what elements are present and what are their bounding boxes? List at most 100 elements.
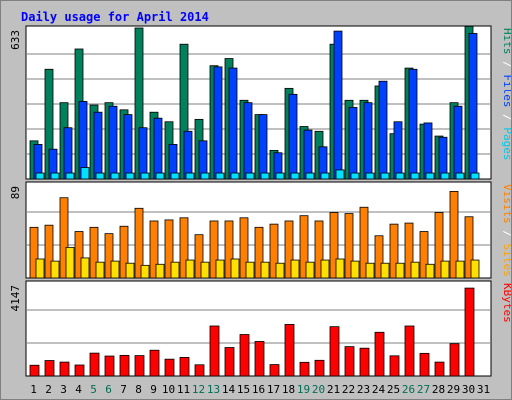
bar-hits-pages-1 xyxy=(35,172,45,180)
bar-visits-visits-25 xyxy=(389,223,399,279)
x-tick-label-20: 20 xyxy=(312,383,325,396)
x-tick-label-2: 2 xyxy=(45,383,52,396)
panel-hits: 633 Hits / Files / Pages xyxy=(9,25,511,180)
bar-kbytes-kbytes-11 xyxy=(179,356,190,377)
bar-hits-pages-2 xyxy=(50,172,60,180)
bar-kbytes-kbytes-20 xyxy=(314,359,325,377)
bar-visits-sites-1 xyxy=(35,258,45,279)
x-tick-label-4: 4 xyxy=(75,383,82,396)
x-tick-label-13: 13 xyxy=(207,383,220,396)
bar-kbytes-kbytes-13 xyxy=(209,325,220,377)
x-tick-label-15: 15 xyxy=(237,383,250,396)
bar-hits-pages-9 xyxy=(155,172,165,180)
x-tick-label-28: 28 xyxy=(432,383,445,396)
x-tick-label-23: 23 xyxy=(357,383,370,396)
bar-visits-sites-23 xyxy=(365,262,375,279)
bar-kbytes-kbytes-19 xyxy=(299,361,310,377)
bar-visits-sites-22 xyxy=(350,260,360,279)
bar-kbytes-kbytes-10 xyxy=(164,358,175,377)
bar-visits-visits-26 xyxy=(404,222,414,279)
legend-entry-sites: Sites xyxy=(501,244,511,277)
bar-hits-files-5 xyxy=(93,111,103,180)
bar-visits-visits-29 xyxy=(449,190,459,279)
x-tick-label-22: 22 xyxy=(342,383,355,396)
bar-hits-pages-8 xyxy=(140,172,150,180)
bar-visits-visits-17 xyxy=(269,223,279,279)
bar-visits-visits-15 xyxy=(239,217,249,279)
legend-visits: Visits / Sites xyxy=(501,184,511,277)
x-tick-label-19: 19 xyxy=(297,383,310,396)
bar-visits-visits-24 xyxy=(374,235,384,279)
y-max-label-visits: 89 xyxy=(9,186,22,199)
bar-visits-sites-29 xyxy=(455,260,465,279)
bar-visits-visits-10 xyxy=(164,219,174,279)
bar-hits-pages-16 xyxy=(260,172,270,180)
bar-visits-visits-16 xyxy=(254,226,264,279)
bar-hits-pages-28 xyxy=(440,172,450,180)
bar-visits-sites-16 xyxy=(260,261,270,279)
bar-kbytes-kbytes-16 xyxy=(254,341,265,377)
bar-visits-visits-7 xyxy=(119,225,129,279)
bar-hits-pages-23 xyxy=(365,172,375,180)
legend-separator: / xyxy=(501,108,511,128)
bar-visits-visits-1 xyxy=(29,226,39,279)
bar-kbytes-kbytes-24 xyxy=(374,331,385,377)
bar-hits-pages-26 xyxy=(410,172,420,180)
panel-kbytes: 4147 KBytes xyxy=(9,280,511,377)
bar-hits-files-14 xyxy=(228,67,238,180)
legend-entry-hits: Hits xyxy=(501,28,511,55)
bar-visits-visits-14 xyxy=(224,220,234,279)
bar-kbytes-kbytes-23 xyxy=(359,347,370,377)
bar-hits-files-13 xyxy=(213,66,223,180)
bar-kbytes-kbytes-6 xyxy=(104,355,115,377)
bar-hits-files-8 xyxy=(138,127,148,180)
bar-visits-sites-6 xyxy=(110,260,120,279)
bar-visits-visits-22 xyxy=(344,213,354,279)
bar-hits-pages-18 xyxy=(290,172,300,180)
bar-visits-visits-9 xyxy=(149,220,159,279)
bar-hits-files-30 xyxy=(468,33,478,180)
bar-visits-sites-27 xyxy=(425,263,435,279)
bar-hits-files-18 xyxy=(288,93,298,180)
bar-visits-visits-11 xyxy=(179,217,189,279)
bar-hits-pages-14 xyxy=(230,172,240,180)
bar-hits-files-25 xyxy=(393,121,403,180)
x-tick-label-9: 9 xyxy=(150,383,157,396)
bar-visits-visits-19 xyxy=(299,215,309,279)
bar-hits-pages-3 xyxy=(65,172,75,180)
bar-visits-sites-18 xyxy=(290,259,300,279)
bar-hits-pages-13 xyxy=(215,172,225,180)
legend-entry-visits: Visits xyxy=(501,184,511,224)
bar-visits-sites-17 xyxy=(275,262,285,279)
bar-visits-visits-13 xyxy=(209,220,219,279)
bar-kbytes-kbytes-29 xyxy=(449,343,460,377)
bar-hits-pages-11 xyxy=(185,172,195,180)
bar-visits-sites-7 xyxy=(125,262,135,279)
bar-visits-sites-26 xyxy=(410,261,420,279)
x-tick-label-6: 6 xyxy=(105,383,112,396)
bar-visits-sites-25 xyxy=(395,262,405,279)
bar-kbytes-kbytes-28 xyxy=(434,361,445,377)
bar-visits-visits-8 xyxy=(134,207,144,279)
x-tick-label-18: 18 xyxy=(282,383,295,396)
bar-hits-pages-29 xyxy=(455,172,465,180)
x-tick-label-12: 12 xyxy=(192,383,205,396)
legend-entry-kbytes: KBytes xyxy=(501,283,511,323)
x-tick-label-11: 11 xyxy=(177,383,190,396)
bar-hits-pages-15 xyxy=(245,172,255,180)
bar-visits-sites-5 xyxy=(95,261,105,279)
bar-hits-pages-5 xyxy=(95,172,105,180)
bar-kbytes-kbytes-3 xyxy=(59,361,70,377)
bar-hits-files-21 xyxy=(333,30,343,180)
bar-hits-pages-30 xyxy=(470,172,480,180)
bar-hits-pages-22 xyxy=(350,172,360,180)
bar-hits-pages-12 xyxy=(200,172,210,180)
bar-hits-pages-19 xyxy=(305,172,315,180)
x-tick-label-16: 16 xyxy=(252,383,265,396)
bar-visits-sites-21 xyxy=(335,258,345,279)
legend-separator: / xyxy=(501,224,511,244)
bar-hits-pages-17 xyxy=(275,172,285,180)
bar-kbytes-kbytes-12 xyxy=(194,364,205,377)
bar-visits-visits-30 xyxy=(464,216,474,279)
